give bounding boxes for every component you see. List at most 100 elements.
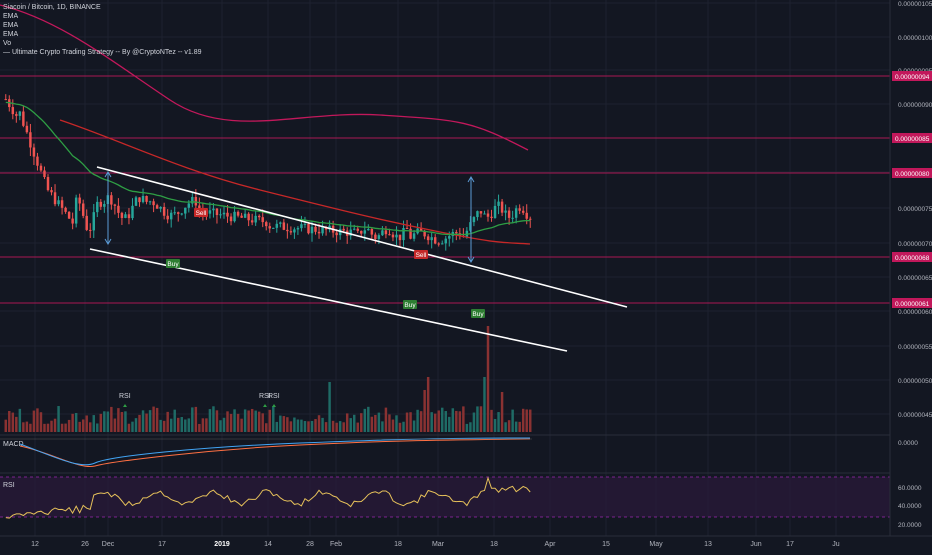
candle-body (173, 212, 176, 214)
volume-bar (243, 409, 247, 432)
time-tick-label: Ju (832, 541, 840, 548)
candle-body (349, 229, 352, 236)
channel-upper-line (96, 166, 628, 308)
volume-bar (314, 419, 317, 432)
volume-bar (521, 408, 525, 432)
candle-body (289, 231, 293, 233)
candle-body (314, 226, 317, 232)
time-tick-label: 17 (158, 541, 166, 548)
volume-bar (423, 390, 426, 432)
volume-bar (479, 406, 483, 432)
volume-bar (173, 409, 176, 432)
candle-body (208, 210, 212, 214)
volume-bar (370, 416, 374, 432)
candle-body (374, 234, 377, 239)
candle-body (437, 243, 440, 245)
volume-bar (455, 410, 458, 432)
volume-bar (307, 421, 310, 432)
time-tick-label: 15 (602, 541, 610, 548)
volume-bar (331, 420, 335, 432)
candle-body (405, 228, 409, 230)
candle-body (479, 211, 483, 214)
rsi-marker-label: RSI (268, 393, 280, 400)
candle-body (426, 236, 430, 241)
rsi-axis-label: 40.0000 (898, 503, 922, 510)
candle-body (141, 195, 145, 203)
sell-signal-badge (414, 250, 428, 259)
candle-body (367, 229, 370, 231)
candle-body (226, 212, 229, 217)
chart-legend: Siacoin / Bitcoin, 1D, BINANCE EMA EMA E… (3, 3, 202, 57)
indicator-ema-1[interactable]: EMA (3, 13, 19, 20)
candle-body (177, 212, 180, 214)
candle-body (131, 205, 134, 219)
candle-body (272, 227, 275, 229)
symbol-title[interactable]: Siacoin / Bitcoin, 1D, BINANCE (3, 4, 101, 11)
buy-signal-badge (166, 259, 180, 268)
candle-body (402, 228, 405, 241)
volume-bar (465, 423, 469, 432)
volume-bar (233, 409, 236, 432)
volume-bar (518, 421, 521, 432)
candle-body (169, 212, 173, 220)
volume-bar (191, 407, 194, 432)
ema-magenta-line (0, 4, 529, 151)
volume-bar (265, 423, 268, 432)
candle-body (265, 222, 268, 227)
volume-bar (261, 413, 264, 432)
candle-body (303, 223, 307, 225)
volume-bar (367, 406, 370, 432)
volume-bar (342, 422, 345, 432)
candle-body (50, 190, 53, 193)
volume-bar (451, 408, 455, 432)
candle-body (282, 222, 286, 230)
volume-bar (166, 411, 169, 432)
volume-bar (127, 423, 131, 432)
time-axis[interactable]: 12 26 Dec 17 2019 14 28 Feb 18 Mar 18 Apr 15 May 13 Jun… (0, 535, 932, 548)
candle-body (191, 197, 194, 204)
candle-body (32, 147, 36, 157)
arrow-head (104, 171, 112, 178)
volume-bar (141, 410, 145, 432)
indicator-ema-3[interactable]: EMA (3, 31, 19, 38)
price-axis[interactable]: 0.000001050.000001000.000000950.00000090… (889, 0, 932, 536)
volume-bar (96, 423, 99, 432)
indicator-ema-2[interactable]: EMA (3, 22, 19, 29)
candle-body (384, 230, 388, 235)
candle-body (180, 213, 183, 215)
candle-body (507, 210, 511, 218)
candle-body (279, 222, 282, 224)
candle-body (236, 211, 240, 216)
price-tick-label: 0.00000045 (898, 412, 932, 419)
arrow-head (467, 176, 475, 183)
candle-body (381, 230, 384, 236)
volume-bar (324, 422, 328, 432)
price-tick-label: 0.00000075 (898, 206, 932, 213)
candle-body (356, 228, 359, 231)
volume-bar (374, 414, 377, 432)
time-tick-label: 18 (490, 541, 498, 548)
indicator-volume[interactable]: Vo (3, 40, 12, 47)
candle-body (441, 243, 444, 245)
volume-bar (441, 407, 444, 432)
volume-bar (472, 412, 476, 432)
candle-body (103, 204, 106, 207)
strategy-label[interactable]: — Ultimate Crypto Trading Strategy -- By… (3, 49, 202, 56)
volume-bar (437, 410, 440, 432)
candle-body (138, 197, 141, 203)
volume-bar (349, 418, 352, 432)
arrow-head (104, 238, 112, 245)
macd-axis-label: 0.0000 (898, 440, 918, 447)
volume-bar (85, 415, 88, 432)
rsi-marker-icon (123, 404, 127, 407)
candle-body (518, 208, 521, 211)
volume-bar (240, 418, 243, 432)
volume-bar (194, 406, 198, 432)
rsi-marker-icon (272, 404, 276, 407)
volume-bar (162, 420, 166, 432)
candle-body (148, 201, 152, 203)
volume-bar (43, 423, 46, 432)
price-tick-label: 0.00000060 (898, 309, 932, 316)
